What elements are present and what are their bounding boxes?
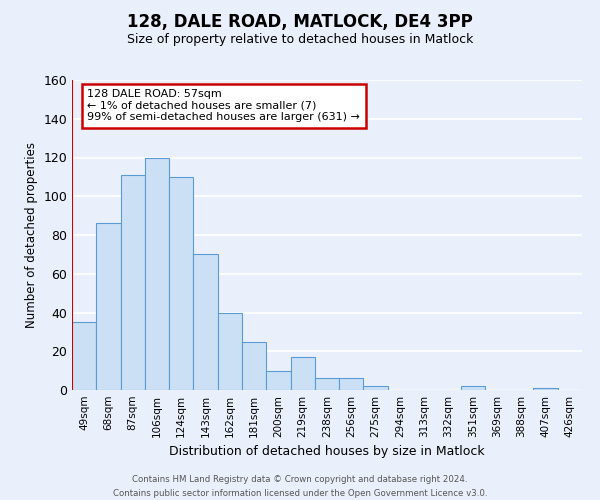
Bar [290, 357, 315, 390]
Bar [96, 224, 121, 390]
Bar [315, 378, 339, 390]
Bar [145, 158, 169, 390]
Bar [72, 322, 96, 390]
Bar [193, 254, 218, 390]
Text: 128, DALE ROAD, MATLOCK, DE4 3PP: 128, DALE ROAD, MATLOCK, DE4 3PP [127, 12, 473, 30]
Text: 128 DALE ROAD: 57sqm
← 1% of detached houses are smaller (7)
99% of semi-detache: 128 DALE ROAD: 57sqm ← 1% of detached ho… [88, 90, 360, 122]
X-axis label: Distribution of detached houses by size in Matlock: Distribution of detached houses by size … [169, 446, 485, 458]
Bar [339, 378, 364, 390]
Text: Size of property relative to detached houses in Matlock: Size of property relative to detached ho… [127, 32, 473, 46]
Bar [364, 386, 388, 390]
Y-axis label: Number of detached properties: Number of detached properties [25, 142, 38, 328]
Bar [533, 388, 558, 390]
Bar [218, 312, 242, 390]
Bar [121, 175, 145, 390]
Text: Contains HM Land Registry data © Crown copyright and database right 2024.
Contai: Contains HM Land Registry data © Crown c… [113, 476, 487, 498]
Bar [242, 342, 266, 390]
Bar [461, 386, 485, 390]
Bar [169, 177, 193, 390]
Bar [266, 370, 290, 390]
